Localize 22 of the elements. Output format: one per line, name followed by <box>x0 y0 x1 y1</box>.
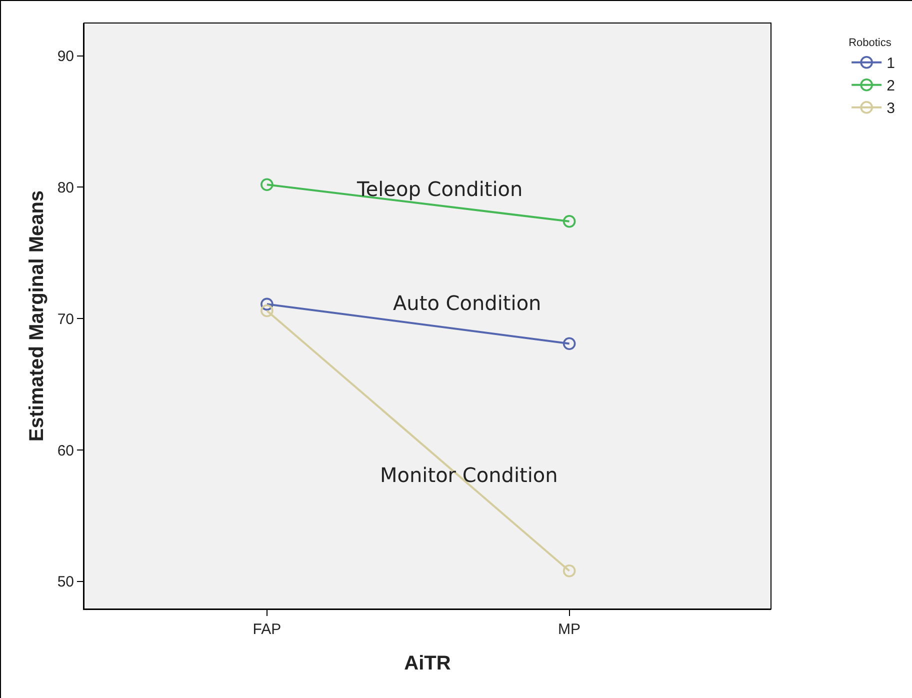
y-tick-label: 80 <box>57 179 74 196</box>
point <box>562 215 576 228</box>
legend-label: 1 <box>886 55 895 72</box>
legend-title: Robotics <box>848 37 892 50</box>
x-tick-label: FAP <box>252 621 282 638</box>
y-tick-label: 50 <box>57 574 74 591</box>
annotation: Monitor Condition <box>380 463 558 487</box>
annotation: Auto Condition <box>393 291 542 315</box>
y-tick-label: 90 <box>57 48 74 66</box>
point <box>260 304 274 318</box>
y-tick-label: 60 <box>57 442 74 460</box>
point <box>260 298 274 311</box>
y-tick-label: 70 <box>57 310 74 328</box>
point <box>562 564 576 578</box>
x-tick-label: MP <box>558 621 581 638</box>
point <box>562 337 576 350</box>
x-axis-title: AiTR <box>404 652 452 674</box>
point <box>260 178 274 192</box>
annotation: Teleop Condition <box>356 177 523 201</box>
legend-label: 3 <box>886 100 895 118</box>
y-axis-title: Estimated Marginal Means <box>26 190 48 442</box>
legend-label: 2 <box>886 78 895 95</box>
